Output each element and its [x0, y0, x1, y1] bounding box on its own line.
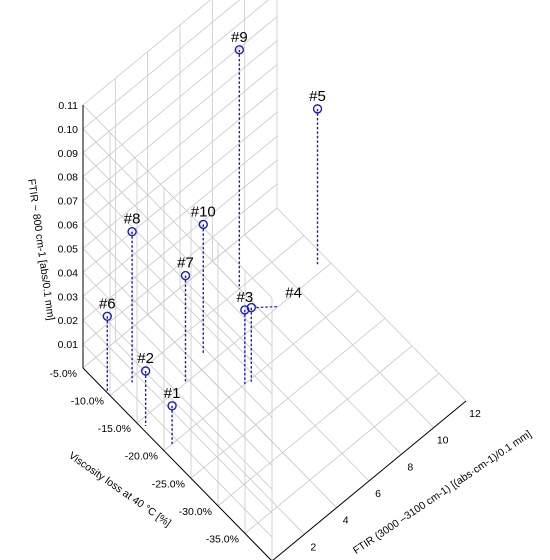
floor-gridline-x — [276, 207, 467, 402]
floor-gridline-y — [190, 317, 386, 479]
back-wall-gridline-z — [82, 64, 278, 225]
x-tick-label: 10 — [437, 435, 449, 447]
data-point — [127, 227, 137, 237]
floor-gridline-x — [179, 287, 370, 482]
axes-layer: 0.01 0.02 0.03 0.04 0.05 0.06 0.07 0.08 0.09 0.10… — [50, 100, 481, 560]
y-tick-label: -20.0% — [125, 451, 158, 463]
y-tick-label: -30.0% — [179, 506, 212, 518]
point-label: #4 — [285, 285, 302, 302]
left-wall-gridline-z — [82, 104, 273, 299]
z-tick-label: 0.04 — [58, 267, 79, 279]
x-axis-line — [272, 400, 467, 560]
z-tick-label: 0.09 — [58, 148, 79, 160]
left-wall-gridline-z — [82, 343, 273, 538]
floor-gridline-y — [217, 345, 413, 507]
left-wall-gridline-z — [82, 295, 273, 490]
floor-gridline-x — [244, 234, 434, 428]
z-tick-label: 0.02 — [58, 315, 79, 327]
x-tick-label: 8 — [407, 461, 413, 473]
data-point — [312, 104, 323, 114]
point-label: #1 — [164, 385, 181, 402]
data-point — [198, 219, 208, 230]
z-tick-label: 0.01 — [58, 339, 79, 351]
back-wall-gridline-z — [82, 0, 211, 106]
data-point — [234, 45, 245, 55]
back-wall-gridline-z — [82, 183, 278, 345]
data-point — [140, 366, 151, 376]
z-tick-label: 0.10 — [58, 124, 79, 136]
left-wall-gridline-z — [82, 248, 273, 442]
y-tick-label: -5.0% — [50, 368, 77, 380]
back-wall-gridline-z — [82, 207, 278, 369]
floor-gridline-y — [163, 290, 359, 452]
point-label: #2 — [137, 350, 154, 367]
floor-gridline-x — [115, 341, 305, 535]
y-axis-line — [82, 367, 272, 560]
data-point — [180, 270, 191, 281]
back-wall-gridline-z — [82, 112, 278, 273]
floor-gridline-y — [244, 373, 440, 534]
z-tick-label: 0.05 — [58, 243, 79, 255]
left-wall-gridline-z — [82, 319, 273, 514]
point-label: #8 — [124, 211, 141, 228]
y-tick-label: -25.0% — [152, 478, 185, 490]
left-wall-gridline-z — [82, 152, 273, 347]
left-wall-gridline-z — [82, 272, 273, 466]
back-wall-gridline-z — [82, 88, 278, 249]
y-tick-label: -35.0% — [206, 533, 239, 545]
floor-gridline-y — [136, 262, 332, 424]
x-tick-label: 12 — [469, 408, 481, 420]
y-tick-label: -15.0% — [98, 423, 131, 435]
x-tick-label: 6 — [375, 488, 381, 500]
back-wall-gridline-z — [82, 40, 278, 201]
points-layer: #1 #2 #3 #4 #5 #6 #7 #8 #9 #10 — [99, 29, 326, 445]
point-label: #5 — [309, 88, 326, 105]
z-tick-label: 0.07 — [58, 196, 79, 208]
point-label: #9 — [231, 29, 248, 46]
left-wall-gridline-z — [82, 200, 273, 394]
data-point — [102, 311, 113, 322]
data-point — [167, 401, 177, 411]
back-wall-gridline-z — [82, 16, 278, 178]
z-tick-label: 0.11 — [58, 100, 78, 112]
x-tick-label: 4 — [343, 515, 349, 527]
y-tick-label: -10.0% — [71, 396, 104, 408]
z-tick-label: 0.06 — [58, 220, 79, 232]
grid-layer — [82, 0, 467, 560]
data-point — [246, 302, 257, 313]
z-axis-title: FTIR ~ 800 cm-1 [abs/0.1 mm] — [25, 178, 57, 321]
label-leader-line — [256, 305, 278, 309]
back-wall-gridline-z — [82, 159, 278, 321]
left-wall-gridline-z — [82, 176, 273, 371]
data-point — [240, 305, 250, 315]
z-tick-label: 0.03 — [58, 291, 79, 303]
back-wall-gridline-z — [82, 135, 278, 297]
floor-gridline-y — [109, 235, 305, 396]
left-wall-gridline-z — [82, 224, 273, 418]
left-wall-gridline-z — [82, 128, 273, 323]
point-label: #3 — [236, 289, 253, 306]
point-label: #7 — [177, 255, 194, 272]
x-tick-label: 2 — [310, 541, 316, 553]
z-tick-label: 0.08 — [58, 172, 79, 184]
point-label: #6 — [99, 295, 116, 312]
point-label: #10 — [191, 203, 216, 220]
back-wall-gridline-z — [82, 0, 240, 130]
back-wall-gridline-z — [82, 0, 269, 154]
